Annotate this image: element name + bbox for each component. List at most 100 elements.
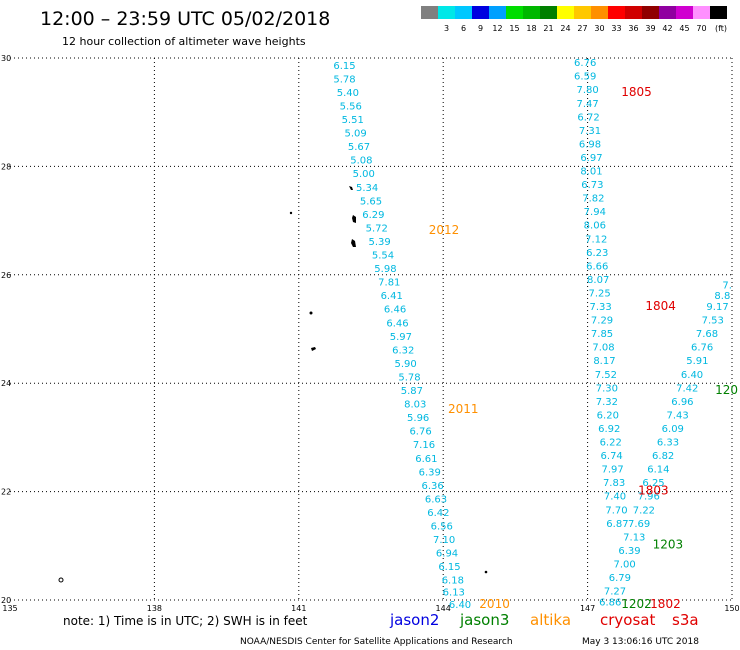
wave-height-value: 5.09	[344, 129, 366, 140]
wave-height-value: 8.03	[404, 400, 426, 411]
legend-label: 6	[461, 24, 466, 33]
legend-swatch	[523, 6, 540, 19]
wave-height-value: 6.14	[647, 465, 669, 476]
lat-tick-label: 24	[1, 379, 11, 388]
legend-swatch	[438, 6, 455, 19]
wave-height-value: 7.94	[584, 207, 606, 218]
wave-height-value: 7.52	[595, 370, 617, 381]
wave-height-value: 6.86	[599, 597, 621, 608]
legend-swatch	[676, 6, 693, 19]
wave-height-value: 7.29	[591, 316, 613, 327]
legend-swatch	[625, 6, 642, 19]
wave-height-value: 5.51	[342, 115, 364, 126]
wave-height-value: 7.82	[582, 194, 604, 205]
wave-height-value: 6.18	[442, 576, 464, 587]
island-markers	[58, 186, 488, 583]
island	[58, 577, 64, 583]
lon-tick-label: 141	[291, 604, 306, 613]
wave-height-value: 6.72	[577, 112, 599, 123]
wave-height-value: 6.76	[691, 343, 713, 354]
wave-height-value: 5.56	[340, 101, 362, 112]
wave-height-value: 8.8	[714, 291, 730, 302]
wave-height-value: 5.08	[350, 156, 372, 167]
wave-height-value: 5.91	[686, 356, 708, 367]
wave-height-value: 6.97	[580, 153, 602, 164]
pass-time-label: 1203	[653, 538, 684, 552]
island	[349, 186, 353, 190]
wave-height-value: 6.82	[652, 451, 674, 462]
legend-swatch	[608, 6, 625, 19]
legend-swatch	[472, 6, 489, 19]
map-grid: 135 138 141 144 147 150 30 28 26 24 22 20	[1, 54, 740, 613]
lon-tick-label: 144	[436, 604, 451, 613]
wave-height-value: 7.47	[576, 99, 598, 110]
wave-height-value: 5.90	[395, 359, 417, 370]
wave-height-value: 7.40	[604, 492, 626, 503]
legend-label: 21	[543, 24, 553, 33]
wave-height-value: 7.10	[433, 535, 455, 546]
wave-height-value: 6.15	[333, 61, 355, 72]
legend-label: 70	[696, 24, 706, 33]
legend-swatch	[642, 6, 659, 19]
wave-height-value: 7.16	[413, 440, 435, 451]
wave-height-value: 6.39	[419, 467, 441, 478]
wave-height-value: 6.92	[598, 424, 620, 435]
wave-height-value: 6.36	[421, 481, 443, 492]
island	[351, 239, 356, 247]
page-title: 12:00 – 23:59 UTC 05/02/2018	[40, 8, 330, 30]
legend-swatch	[489, 6, 506, 19]
wave-height-value: 7.68	[696, 329, 718, 340]
timestamp: May 3 13:06:16 UTC 2018	[582, 637, 699, 647]
wave-height-value: 5.87	[401, 386, 423, 397]
wave-height-value: 6.66	[586, 261, 608, 272]
wave-height-value: 5.54	[372, 251, 394, 262]
wave-height-value: 7.96	[638, 492, 660, 503]
color-legend: 3 6 9 12 15 18 21 24 27 30 33 36 39 42 45 70	[421, 6, 727, 33]
wave-height-value: 6.13	[443, 588, 465, 599]
lat-tick-label: 26	[1, 271, 11, 280]
wave-height-value: 7.32	[596, 397, 618, 408]
pass-time-label: 1202	[621, 597, 652, 611]
pass-time-label: 1804	[645, 299, 676, 313]
legend-label: 18	[526, 24, 536, 33]
lat-tick-label: 28	[1, 162, 11, 171]
wave-height-value: 7.85	[591, 329, 613, 340]
credit-line: NOAA/NESDIS Center for Satellite Applica…	[240, 637, 513, 647]
legend-label: 33	[611, 24, 621, 33]
legend-label: 30	[594, 24, 604, 33]
island	[309, 311, 313, 315]
wave-height-value: 6.56	[431, 522, 453, 533]
wave-height-value: 7.69	[628, 519, 650, 530]
wave-height-value: 6.15	[438, 562, 460, 573]
satellite-s3a: s3a	[672, 611, 699, 629]
lat-tick-label: 30	[1, 54, 11, 63]
wave-height-value: 5.34	[356, 183, 378, 194]
wave-height-value: 7.00	[614, 559, 636, 570]
island	[311, 347, 316, 351]
wave-height-value: 6.73	[581, 180, 603, 191]
wave-height-value: 6.25	[642, 478, 664, 489]
island	[352, 215, 356, 223]
legend-unit: (ft)	[715, 24, 727, 33]
wave-height-value: 8.01	[580, 167, 602, 178]
wave-height-value: 5.78	[398, 372, 420, 383]
wave-height-value: 7.08	[592, 343, 614, 354]
wave-height-value: 7.83	[603, 478, 625, 489]
legend-swatch	[421, 6, 438, 19]
lon-tick-label: 138	[147, 604, 162, 613]
wave-height-value: 6.46	[384, 305, 406, 316]
wave-height-value: 6.39	[618, 546, 640, 557]
pass-time-label: 1805	[621, 85, 652, 99]
lon-tick-label: 135	[2, 604, 17, 613]
wave-height-value: 7.80	[576, 85, 598, 96]
island	[484, 570, 488, 574]
lon-tick-label: 150	[724, 604, 739, 613]
wave-height-value: 7.43	[666, 410, 688, 421]
wave-height-value: 8.17	[593, 356, 615, 367]
wave-height-value: 6.23	[586, 248, 608, 259]
wave-height-value: 6.76	[409, 427, 431, 438]
lat-tick-label: 22	[1, 488, 11, 497]
wave-height-value: 5.78	[333, 74, 355, 85]
